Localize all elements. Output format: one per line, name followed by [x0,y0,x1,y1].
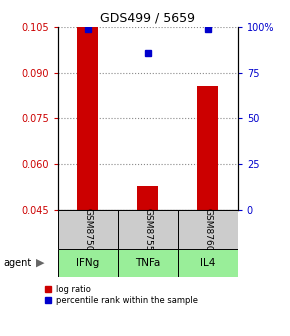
Bar [58,249,118,277]
Text: GSM8750: GSM8750 [84,208,93,251]
Title: GDS499 / 5659: GDS499 / 5659 [100,11,195,24]
Text: agent: agent [3,258,31,268]
Bar [118,210,178,249]
Text: IL4: IL4 [200,258,215,268]
Bar [77,28,99,210]
Text: ▶: ▶ [36,258,45,268]
Text: GSM8760: GSM8760 [203,208,212,251]
Text: GSM8755: GSM8755 [143,208,153,251]
Bar [58,210,118,249]
Bar [197,86,218,210]
Legend: log ratio, percentile rank within the sample: log ratio, percentile rank within the sa… [45,285,197,305]
Text: IFNg: IFNg [76,258,99,268]
Text: TNFa: TNFa [135,258,161,268]
Bar [178,249,238,277]
Bar [178,210,238,249]
Bar [137,185,158,210]
Bar [118,249,178,277]
